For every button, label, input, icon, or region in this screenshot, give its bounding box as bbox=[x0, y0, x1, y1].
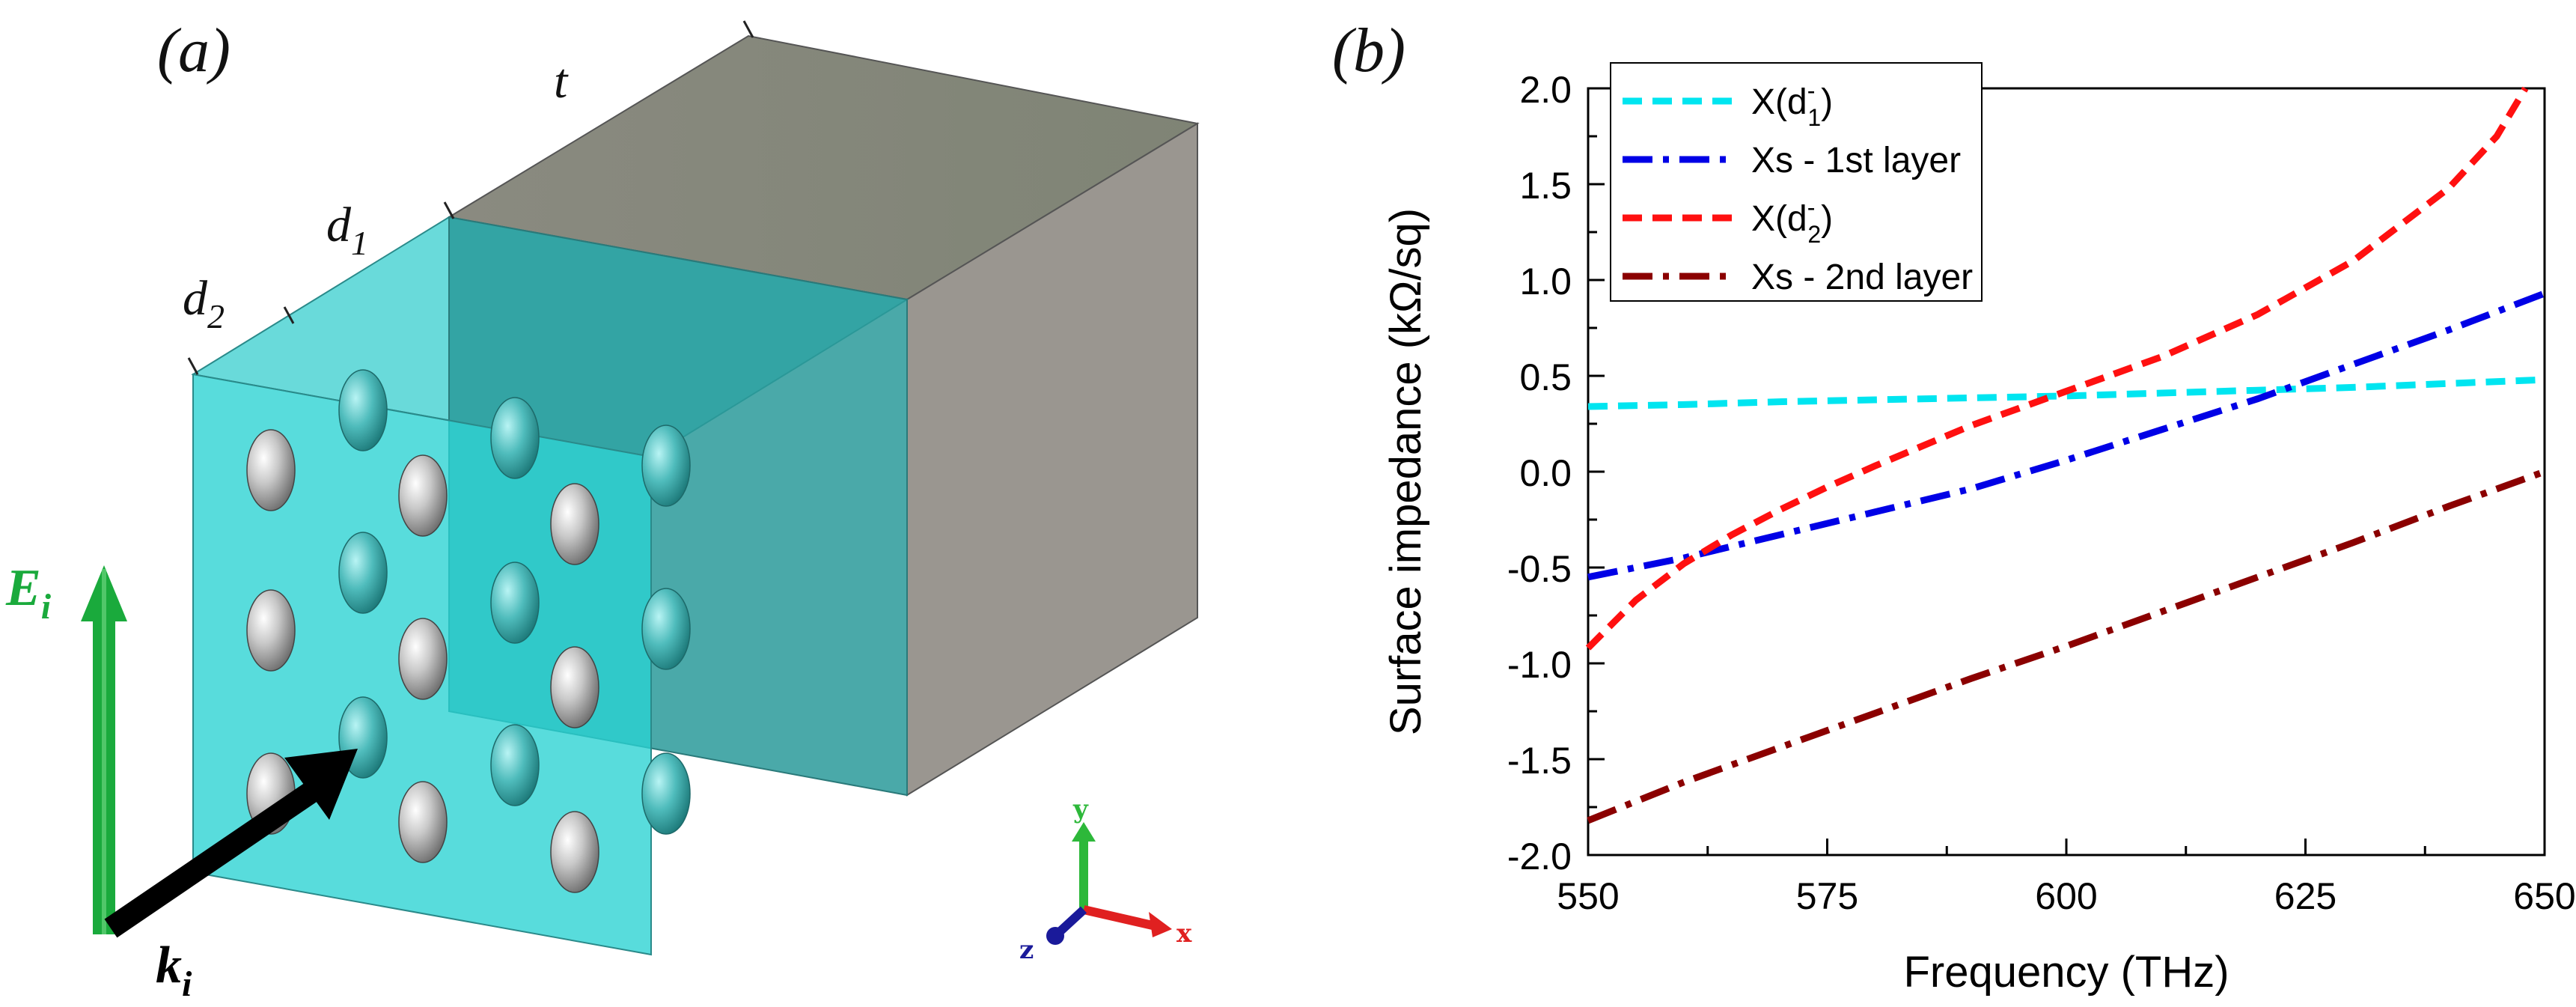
y-tick-label: -0.5 bbox=[1507, 548, 1572, 590]
y-tick-label: 0.5 bbox=[1519, 356, 1572, 398]
nanoparticle bbox=[490, 397, 540, 479]
legend-label: X(d-1) bbox=[1751, 77, 1833, 131]
y-axis-label: Surface impedance (kΩ/sq) bbox=[1382, 208, 1430, 735]
nanoparticle bbox=[641, 752, 691, 835]
e-field-label: Ei bbox=[5, 559, 52, 627]
legend-label: X(d-2) bbox=[1751, 194, 1833, 248]
x-tick-label: 650 bbox=[2513, 875, 2575, 917]
nanoparticle bbox=[398, 454, 448, 537]
y-tick-label: 0.0 bbox=[1519, 452, 1572, 494]
panel-a-label: (a) bbox=[157, 16, 231, 85]
panel-b: (b) 2.01.51.00.50.0-0.5-1.0-1.5-2.0 550 5… bbox=[1332, 16, 2576, 997]
axis-z-label: z bbox=[1019, 935, 1034, 965]
y-tick-label: 1.0 bbox=[1519, 261, 1572, 302]
nanoparticle bbox=[490, 562, 540, 644]
x-tick-label: 600 bbox=[2035, 875, 2097, 917]
legend-label: Xs - 1st layer bbox=[1751, 141, 1961, 180]
legend-box bbox=[1610, 62, 1983, 302]
e-field-arrow bbox=[81, 565, 127, 934]
nanoparticle bbox=[550, 483, 599, 565]
nanoparticle-array bbox=[246, 369, 691, 893]
dimension-t-label: t bbox=[554, 54, 569, 109]
k-sub: i bbox=[182, 964, 192, 1004]
k-vector-label: ki bbox=[156, 937, 192, 1004]
series-line-xs-2nd-layer bbox=[1587, 468, 2546, 824]
y-tick-label: -1.0 bbox=[1507, 644, 1572, 686]
svg-text:d2: d2 bbox=[183, 271, 225, 335]
series-lines bbox=[1585, 86, 2546, 824]
k-vector-arrow bbox=[104, 749, 358, 938]
nanoparticle bbox=[246, 429, 296, 511]
x-tick-label: 625 bbox=[2274, 875, 2337, 917]
k-main: k bbox=[156, 937, 182, 994]
nanoparticle bbox=[338, 369, 388, 451]
y-tick-label: -2.0 bbox=[1507, 836, 1572, 877]
e-main: E bbox=[5, 559, 41, 617]
y-tick-label: 2.0 bbox=[1519, 69, 1572, 111]
d2-main: d bbox=[183, 271, 208, 326]
d1-main: d bbox=[326, 198, 352, 252]
x-axis-label: Frequency (THz) bbox=[1903, 948, 2229, 997]
legend-label: Xs - 2nd layer bbox=[1751, 258, 1973, 297]
nanoparticle bbox=[641, 588, 691, 670]
axis-x-label: x bbox=[1176, 919, 1192, 949]
series-line-x-d2- bbox=[1585, 86, 2529, 651]
nanoparticle bbox=[398, 618, 448, 700]
y-tick-label: -1.5 bbox=[1507, 740, 1572, 782]
nanoparticle bbox=[550, 811, 599, 893]
coordinate-triad: y x z bbox=[1019, 794, 1192, 965]
y-tick-label: 1.5 bbox=[1519, 165, 1572, 207]
nanoparticle bbox=[338, 532, 388, 614]
chart: 2.0 1.5 1.0 0.5 0.0 -0.5 -1.0 -1.5 -2.0 550 575 60… bbox=[1382, 62, 2576, 997]
legend: X(d-1) Xs - 1st layer X(d-2) Xs - 2nd layer bbox=[1610, 62, 1983, 302]
e-sub: i bbox=[41, 587, 52, 627]
y-axis-ticks: 2.0 1.5 1.0 0.5 0.0 -0.5 -1.0 -1.5 -2.0 bbox=[1507, 69, 1605, 877]
dimension-ticks bbox=[187, 20, 754, 375]
d1-sub: 1 bbox=[351, 224, 368, 262]
panel-a: (a) bbox=[5, 16, 1200, 1004]
dimension-d2-label: d2 bbox=[183, 271, 225, 335]
panel-b-label: (b) bbox=[1332, 16, 1405, 85]
d2-sub: 2 bbox=[207, 297, 225, 335]
x-axis-ticks: 550 575 600 625 650 bbox=[1557, 839, 2576, 917]
x-tick-label: 575 bbox=[1796, 875, 1858, 917]
dimension-d1-label: d1 bbox=[326, 198, 368, 262]
nanoparticle bbox=[398, 781, 448, 863]
nanoparticle bbox=[490, 724, 540, 806]
nanoparticle bbox=[550, 646, 599, 728]
nanoparticle bbox=[246, 589, 296, 672]
x-tick-label: 550 bbox=[1557, 875, 1619, 917]
svg-text:d1: d1 bbox=[326, 198, 368, 262]
nanoparticle bbox=[641, 425, 691, 507]
series-line-x-d1- bbox=[1587, 376, 2545, 410]
axis-y-label: y bbox=[1072, 794, 1089, 824]
